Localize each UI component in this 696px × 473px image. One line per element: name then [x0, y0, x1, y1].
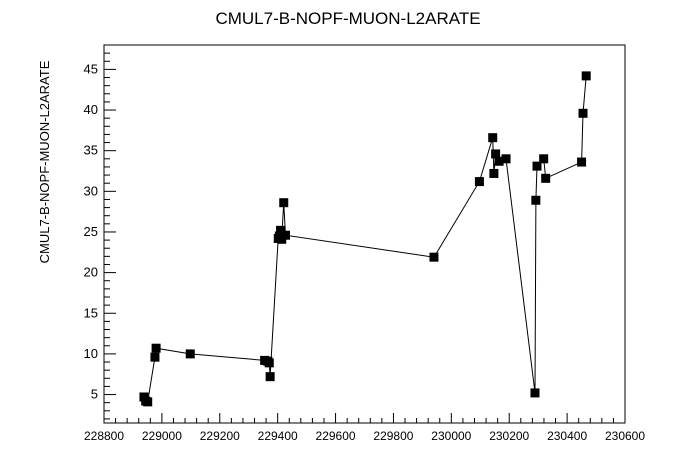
data-point	[541, 173, 551, 183]
chart-title: CMUL7-B-NOPF-MUON-L2ARATE	[215, 9, 480, 28]
y-tick-label: 20	[84, 265, 98, 280]
data-point	[279, 198, 289, 208]
x-tick-label: 230000	[431, 429, 471, 443]
x-tick-label: 230400	[547, 429, 587, 443]
series-line	[143, 75, 587, 403]
data-point	[474, 177, 484, 187]
data-point	[143, 397, 153, 407]
y-tick-label: 45	[84, 61, 98, 76]
x-tick-label: 230200	[489, 429, 529, 443]
data-point	[577, 157, 587, 167]
plot-frame	[103, 44, 626, 424]
data-point	[276, 225, 286, 235]
y-tick-label: 30	[84, 183, 98, 198]
y-tick-label: 40	[84, 102, 98, 117]
y-axis-label: CMUL7-B-NOPF-MUON-L2ARATE	[37, 60, 52, 263]
data-point	[491, 149, 501, 159]
x-tick-label: 229200	[200, 429, 240, 443]
data-point	[539, 154, 549, 164]
y-tick-label: 5	[91, 387, 98, 402]
data-markers	[139, 71, 591, 407]
data-point	[530, 388, 540, 398]
data-point	[581, 71, 591, 81]
data-point	[429, 252, 439, 262]
x-tick-label: 230600	[605, 429, 645, 443]
data-point	[531, 195, 541, 205]
x-tick-label: 228800	[84, 429, 124, 443]
y-tick-label: 35	[84, 143, 98, 158]
data-point	[501, 154, 511, 164]
data-point	[489, 168, 499, 178]
data-point	[150, 352, 160, 362]
x-tick-label: 229400	[258, 429, 298, 443]
y-tick-label: 15	[84, 305, 98, 320]
y-tick-label: 10	[84, 346, 98, 361]
x-tick-label: 229000	[142, 429, 182, 443]
data-point	[494, 156, 504, 166]
y-axis: 5 10 15 20 25 30 35 40 45	[84, 44, 116, 420]
data-point	[532, 161, 542, 171]
data-point	[185, 349, 195, 359]
data-point	[265, 372, 275, 382]
y-tick-label: 25	[84, 224, 98, 239]
x-axis: 228800 229000 229200 229400 229600 229800 2300…	[84, 413, 645, 443]
data-point	[264, 358, 274, 368]
x-tick-label: 229600	[316, 429, 356, 443]
data-point	[151, 343, 161, 353]
data-point	[578, 108, 588, 118]
x-tick-label: 229800	[373, 429, 413, 443]
data-point	[488, 133, 498, 143]
data-point	[280, 230, 290, 240]
